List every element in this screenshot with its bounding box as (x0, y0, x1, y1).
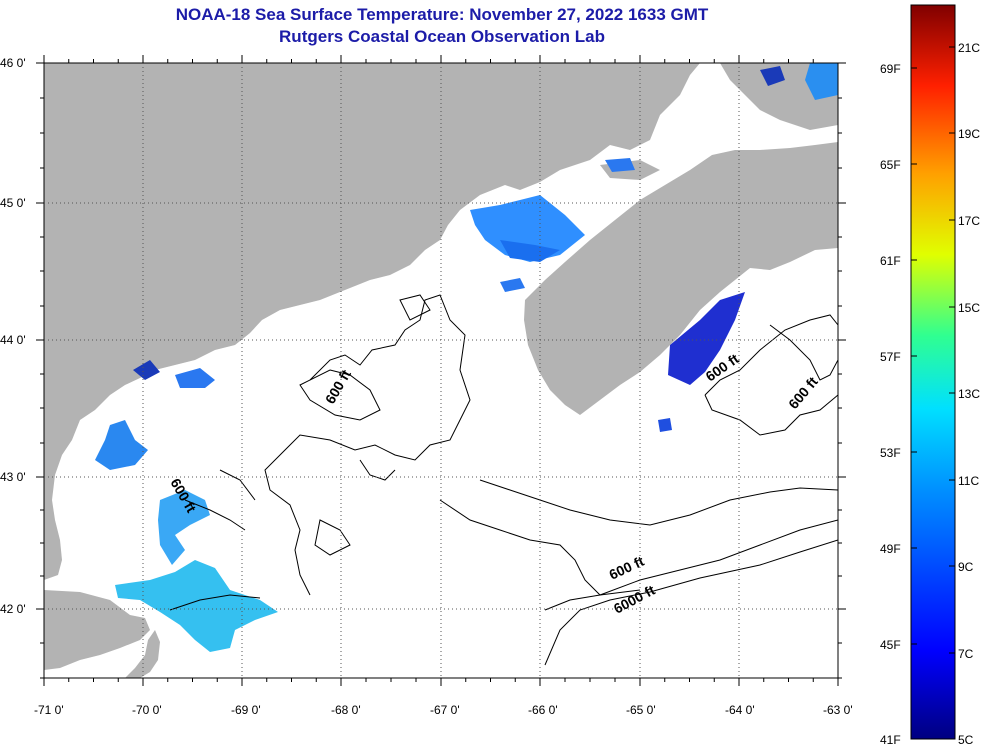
lat-lon-grid (44, 63, 838, 678)
lon-label-69: -69 0' (231, 703, 261, 717)
colorbar-c-7: 7C (958, 647, 974, 661)
colorbar-c-21: 21C (958, 41, 980, 55)
lon-label-71: -71 0' (34, 703, 64, 717)
land-cape-cod (44, 590, 150, 670)
lon-label-67: -67 0' (430, 703, 460, 717)
lat-label-42: 42 0' (0, 602, 26, 616)
colorbar-c-19: 19C (958, 127, 980, 141)
lat-label-45: 45 0' (0, 196, 26, 210)
lat-label-43: 43 0' (0, 470, 26, 484)
colorbar-c-11: 11C (958, 474, 979, 488)
lon-label-65: -65 0' (626, 703, 656, 717)
map-title: NOAA-18 Sea Surface Temperature: Novembe… (175, 5, 709, 24)
colorbar-f-53: 53F (880, 446, 901, 460)
lat-label-46: 46 0' (0, 56, 26, 70)
axis-ticks (36, 55, 846, 686)
colorbar-f-41: 41F (880, 733, 901, 747)
depth-contours (169, 294, 838, 666)
colorbar-f-57: 57F (880, 350, 901, 364)
colorbar-c-17: 17C (958, 214, 980, 228)
colorbar (910, 4, 956, 740)
colorbar-f-65: 65F (880, 158, 901, 172)
colorbar-f-61: 61F (880, 254, 901, 268)
colorbar-c-13: 13C (958, 387, 980, 401)
colorbar-ticks (911, 46, 955, 654)
lon-label-68: -68 0' (331, 703, 361, 717)
map-subtitle: Rutgers Coastal Ocean Observation Lab (279, 27, 605, 46)
land-cape-cod-tip (125, 630, 160, 678)
land-nova-scotia (524, 142, 838, 415)
sst-patches (95, 63, 838, 652)
lat-label-44: 44 0' (0, 333, 26, 347)
lon-label-66: -66 0' (528, 703, 558, 717)
colorbar-f-49: 49F (880, 542, 901, 556)
land-new-england (44, 63, 700, 580)
colorbar-f-45: 45F (880, 638, 901, 652)
colorbar-c-9: 9C (958, 560, 974, 574)
colorbar-c-5: 5C (958, 733, 974, 747)
lon-label-64: -64 0' (725, 703, 755, 717)
colorbar-f-69: 69F (880, 62, 901, 76)
lon-label-70: -70 0' (132, 703, 162, 717)
colorbar-c-15: 15C (958, 301, 980, 315)
lon-label-63: -63 0' (823, 703, 853, 717)
